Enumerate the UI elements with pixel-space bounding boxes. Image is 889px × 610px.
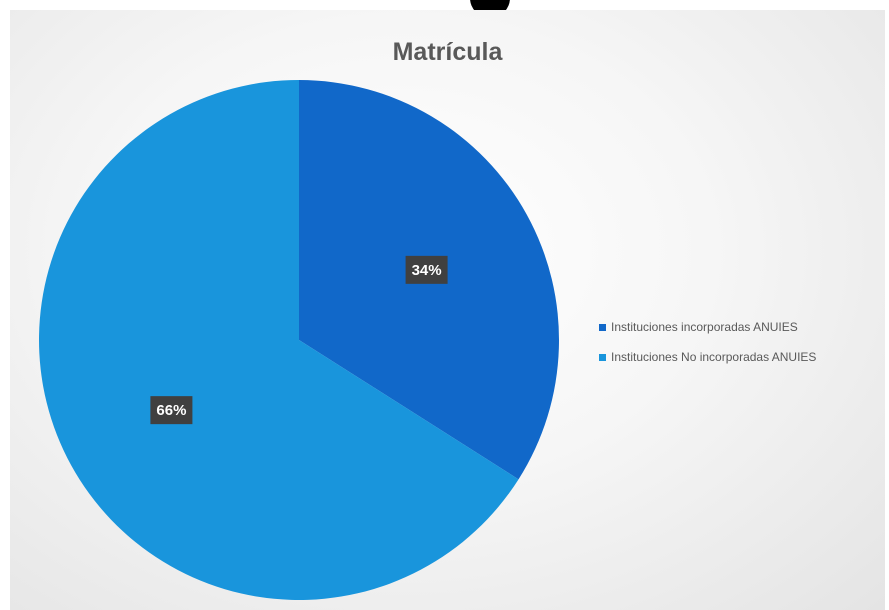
pie-slice <box>38 80 519 600</box>
data-label-box <box>150 396 193 425</box>
legend-label: Instituciones incorporadas ANUIES <box>611 320 798 334</box>
chart-title: Matrícula <box>392 38 503 66</box>
legend-item: Instituciones incorporadas ANUIES <box>599 318 816 336</box>
legend-label: Instituciones No incorporadas ANUIES <box>611 350 817 364</box>
legend-item: Instituciones No incorporadas ANUIES <box>599 348 816 366</box>
data-label-box <box>405 255 448 284</box>
legend-swatch <box>599 323 606 331</box>
data-label: 34% <box>405 255 448 284</box>
data-label: 66% <box>150 396 193 425</box>
data-label-text: 34% <box>412 262 442 279</box>
data-label-text: 66% <box>156 402 186 419</box>
legend-swatch <box>599 353 606 361</box>
legend: Instituciones incorporadas ANUIES Instit… <box>599 318 816 378</box>
